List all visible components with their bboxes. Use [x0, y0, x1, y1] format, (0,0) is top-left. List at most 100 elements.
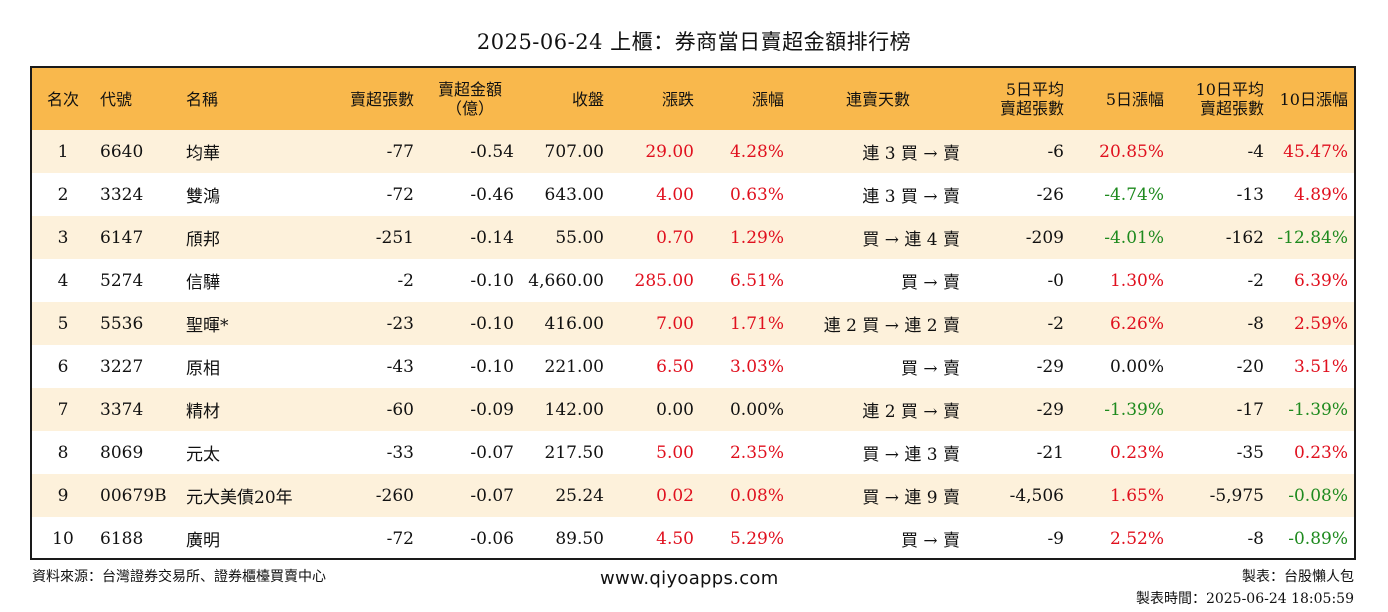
cell-pct10: -12.84%: [1277, 227, 1348, 248]
cell-code: 5274: [100, 270, 144, 291]
cell-close: 142.00: [544, 399, 604, 420]
cell-avg10: -8: [1247, 528, 1264, 549]
cell-avg5: -21: [1036, 442, 1064, 463]
cell-close: 55.00: [555, 227, 604, 248]
cell-days: 連 3 買 → 賣: [862, 187, 960, 207]
table-row: 3 6147 頎邦 -251 -0.14 55.00 0.70 1.29% 買 …: [32, 216, 1354, 259]
cell-name: 元太: [186, 445, 220, 465]
cell-pct5: 0.23%: [1109, 442, 1164, 463]
cell-pct10: 3.51%: [1293, 356, 1348, 377]
cell-rank: 8: [57, 442, 69, 463]
cell-name: 均華: [186, 144, 220, 164]
cell-pct: 5.29%: [729, 528, 784, 549]
cell-days: 連 2 買 → 賣: [862, 402, 960, 422]
cell-pct10: 4.89%: [1293, 184, 1348, 205]
cell-change: 6.50: [656, 356, 694, 377]
header-close: 收盤: [571, 89, 604, 109]
cell-avg5: -6: [1047, 141, 1064, 162]
cell-pct5: 2.52%: [1109, 528, 1164, 549]
cell-sell-amount: -0.10: [470, 270, 514, 291]
cell-pct: 0.08%: [729, 485, 784, 506]
cell-days: 買 → 連 3 賣: [862, 445, 960, 465]
header-avg10-line2: 賣超張數: [1199, 99, 1264, 118]
cell-pct10: -0.89%: [1288, 528, 1348, 549]
table-timestamp: 製表時間：2025-06-24 18:05:59: [1135, 591, 1354, 607]
cell-sell-shares: -60: [386, 399, 414, 420]
cell-pct10: -0.08%: [1288, 485, 1348, 506]
cell-days: 連 3 買 → 賣: [862, 144, 960, 164]
cell-sell-amount: -0.54: [470, 141, 514, 162]
table-row: 4 5274 信驊 -2 -0.10 4,660.00 285.00 6.51%…: [32, 259, 1354, 302]
cell-close: 416.00: [544, 313, 604, 334]
cell-code: 3374: [100, 399, 144, 420]
cell-pct5: 0.00%: [1109, 356, 1164, 377]
cell-change: 7.00: [656, 313, 694, 334]
header-avg5-line2: 賣超張數: [999, 99, 1064, 118]
table-row: 8 8069 元太 -33 -0.07 217.50 5.00 2.35% 買 …: [32, 431, 1354, 474]
cell-sell-amount: -0.10: [470, 356, 514, 377]
header-sell-shares: 賣超張數: [349, 89, 414, 109]
header-avg10: 10日平均 賣超張數: [1170, 68, 1270, 130]
cell-code: 8069: [100, 442, 144, 463]
header-sell-amount-line2: （億）: [445, 99, 494, 118]
cell-rank: 10: [52, 528, 74, 549]
cell-name: 精材: [186, 402, 220, 422]
table-row: 2 3324 雙鴻 -72 -0.46 643.00 4.00 0.63% 連 …: [32, 173, 1354, 216]
cell-rank: 1: [57, 141, 69, 162]
header-pct10: 10日漲幅: [1279, 89, 1348, 109]
cell-change: 0.70: [656, 227, 694, 248]
cell-pct5: 1.65%: [1109, 485, 1164, 506]
cell-close: 89.50: [555, 528, 604, 549]
header-sell-amount-line1: 賣超金額: [437, 80, 502, 99]
cell-close: 643.00: [544, 184, 604, 205]
cell-sell-shares: -251: [375, 227, 414, 248]
cell-avg5: -4,506: [1009, 485, 1064, 506]
cell-pct5: -4.74%: [1104, 184, 1164, 205]
cell-pct: 1.71%: [729, 313, 784, 334]
cell-code: 6188: [100, 528, 144, 549]
cell-rank: 4: [57, 270, 69, 291]
cell-pct10: 45.47%: [1283, 141, 1348, 162]
header-avg5-line1: 5日平均: [1005, 80, 1064, 99]
cell-name: 雙鴻: [186, 187, 220, 207]
cell-avg10: -5,975: [1209, 485, 1264, 506]
cell-close: 707.00: [544, 141, 604, 162]
cell-pct: 4.28%: [729, 141, 784, 162]
cell-days: 買 → 賣: [900, 273, 960, 293]
cell-sell-amount: -0.14: [470, 227, 514, 248]
cell-pct5: 20.85%: [1099, 141, 1164, 162]
cell-name: 原相: [186, 359, 220, 379]
table-header-row: 名次 代號 名稱 賣超張數 賣超金額 （億） 收盤 漲跌 漲幅 連賣天數 5日平均…: [32, 68, 1354, 130]
cell-days: 買 → 連 9 賣: [862, 488, 960, 508]
website-link[interactable]: www.qiyoapps.com: [600, 568, 779, 589]
cell-change: 4.00: [656, 184, 694, 205]
table-maker: 製表：台股懶人包: [1242, 569, 1354, 585]
table-row: 1 6640 均華 -77 -0.54 707.00 29.00 4.28% 連…: [32, 130, 1354, 173]
cell-pct5: -4.01%: [1104, 227, 1164, 248]
cell-close: 221.00: [544, 356, 604, 377]
cell-change: 4.50: [656, 528, 694, 549]
page-title: 2025-06-24 上櫃：券商當日賣超金額排行榜: [476, 30, 912, 54]
cell-pct10: 0.23%: [1293, 442, 1348, 463]
cell-name: 元大美債20年: [186, 488, 293, 508]
header-change: 漲跌: [661, 89, 694, 109]
cell-name: 廣明: [186, 531, 220, 551]
cell-avg5: -29: [1036, 356, 1064, 377]
cell-avg10: -162: [1225, 227, 1264, 248]
cell-change: 0.02: [656, 485, 694, 506]
cell-sell-shares: -72: [386, 184, 414, 205]
cell-rank: 6: [57, 356, 69, 377]
table-row: 10 6188 廣明 -72 -0.06 89.50 4.50 5.29% 買 …: [32, 517, 1354, 558]
cell-name: 信驊: [186, 273, 220, 293]
cell-close: 4,660.00: [528, 270, 604, 291]
cell-avg10: -35: [1236, 442, 1264, 463]
cell-code: 6147: [100, 227, 144, 248]
header-pct5: 5日漲幅: [1105, 89, 1164, 109]
cell-avg5: -9: [1047, 528, 1064, 549]
cell-sell-shares: -33: [386, 442, 414, 463]
cell-change: 0.00: [656, 399, 694, 420]
cell-days: 買 → 賣: [900, 531, 960, 551]
header-pct: 漲幅: [751, 89, 784, 109]
header-code: 代號: [100, 89, 133, 109]
cell-sell-shares: -260: [375, 485, 414, 506]
